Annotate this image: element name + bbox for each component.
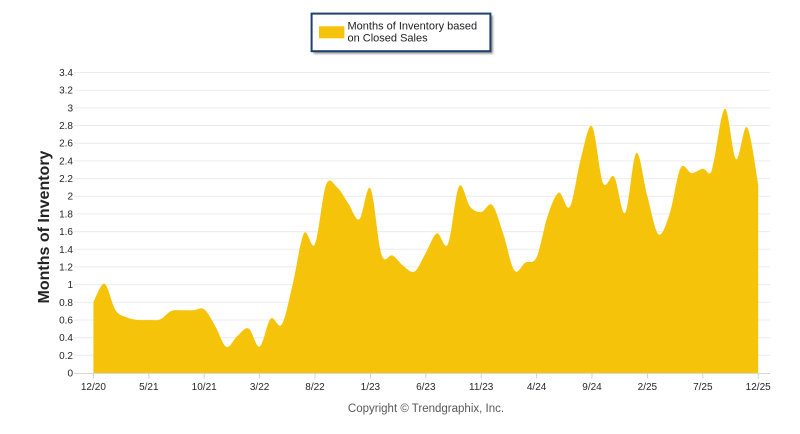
svg-text:4/24: 4/24 [527, 382, 547, 393]
svg-text:2.6: 2.6 [59, 139, 73, 150]
svg-text:2.8: 2.8 [59, 121, 73, 132]
svg-text:0.4: 0.4 [59, 333, 73, 344]
svg-text:1.6: 1.6 [59, 227, 73, 238]
svg-text:6/23: 6/23 [416, 382, 436, 393]
svg-text:1.4: 1.4 [59, 245, 73, 256]
svg-text:2.2: 2.2 [59, 174, 73, 185]
svg-text:12/20: 12/20 [81, 382, 106, 393]
svg-text:11/23: 11/23 [469, 382, 494, 393]
svg-text:5/21: 5/21 [139, 382, 159, 393]
svg-text:on Closed Sales: on Closed Sales [348, 33, 429, 45]
svg-text:2/25: 2/25 [638, 382, 658, 393]
svg-text:1.8: 1.8 [59, 209, 73, 220]
svg-text:12/25: 12/25 [746, 382, 771, 393]
svg-text:1.2: 1.2 [59, 262, 73, 273]
svg-text:3.2: 3.2 [59, 86, 73, 97]
svg-text:0.6: 0.6 [59, 316, 73, 327]
svg-text:9/24: 9/24 [582, 382, 602, 393]
svg-text:8/22: 8/22 [305, 382, 325, 393]
svg-text:2.4: 2.4 [59, 156, 73, 167]
svg-text:2: 2 [67, 192, 73, 203]
svg-text:Months of Inventory: Months of Inventory [36, 150, 53, 303]
svg-text:10/21: 10/21 [192, 382, 217, 393]
svg-text:3/22: 3/22 [250, 382, 270, 393]
svg-text:7/25: 7/25 [693, 382, 713, 393]
svg-text:1: 1 [67, 280, 73, 291]
svg-text:0.8: 0.8 [59, 298, 73, 309]
svg-text:Months of Inventory based: Months of Inventory based [348, 20, 478, 32]
svg-text:3: 3 [67, 103, 73, 114]
svg-text:0: 0 [67, 369, 73, 380]
svg-text:1/23: 1/23 [361, 382, 381, 393]
svg-text:Copyright © Trendgraphix, Inc.: Copyright © Trendgraphix, Inc. [348, 403, 504, 415]
svg-text:3.4: 3.4 [59, 68, 73, 79]
svg-text:0.2: 0.2 [59, 351, 73, 362]
